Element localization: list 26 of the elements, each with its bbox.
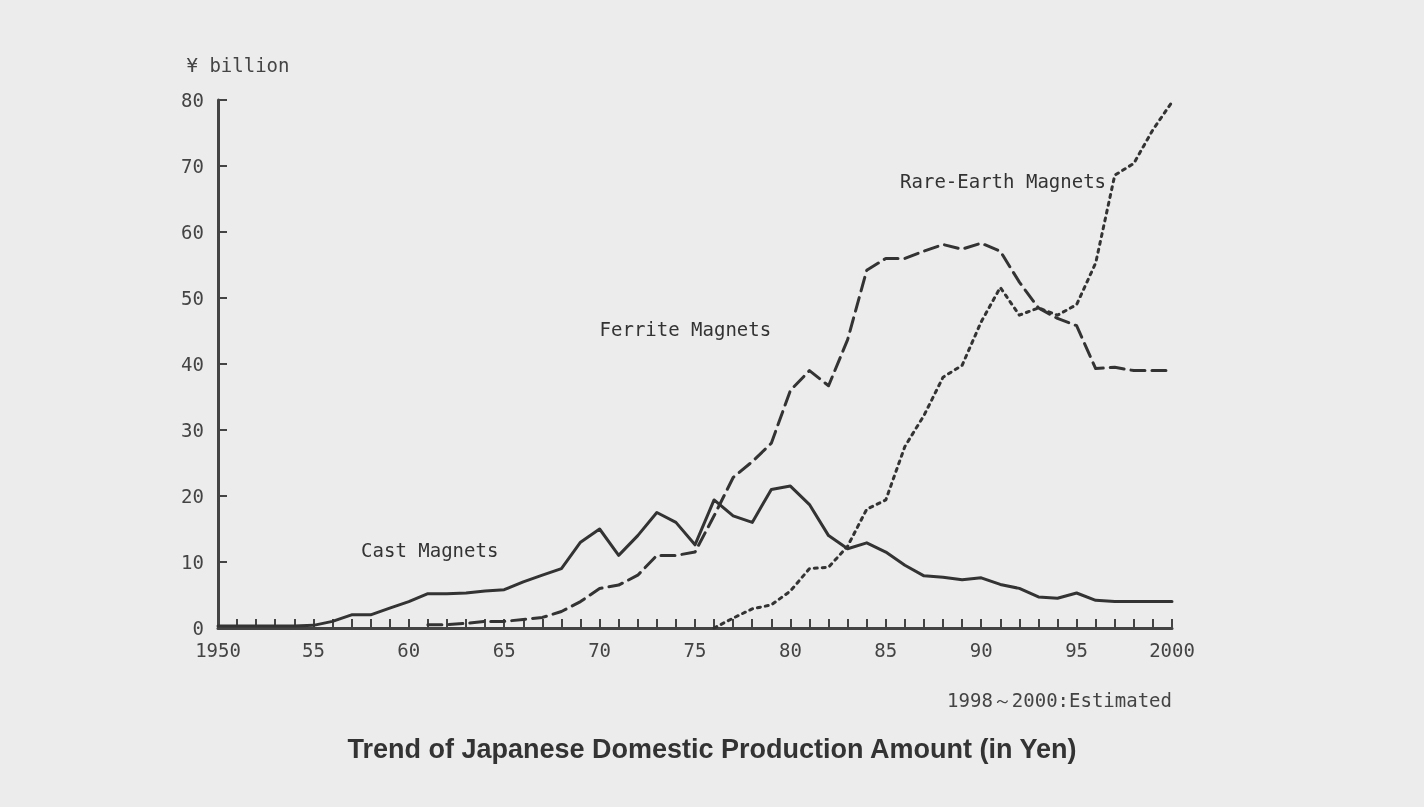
y-tick-label: 20 — [181, 485, 204, 507]
y-tick-label: 70 — [181, 155, 204, 177]
y-tick-label: 10 — [181, 551, 204, 573]
x-tick-label: 1950 — [195, 638, 241, 661]
y-tick-label: 0 — [192, 617, 204, 639]
x-tick-label: 80 — [778, 638, 802, 661]
x-tick-label: 95 — [1065, 638, 1089, 661]
x-tick-label: 90 — [969, 638, 993, 661]
y-tick-label: 80 — [181, 89, 204, 111]
x-tick-label: 2000 — [1149, 638, 1195, 661]
y-tick-label: 30 — [181, 419, 204, 441]
y-tick-label: 50 — [181, 287, 204, 309]
text: Trend of Japanese Domestic Production Amount (in Yen) — [347, 733, 1077, 764]
x-tick-label: 70 — [588, 638, 612, 661]
series-label: Cast Magnets — [361, 539, 499, 562]
x-tick-label: 85 — [874, 638, 898, 661]
x-tick-label: 55 — [301, 638, 325, 661]
text: 1998～2000:Estimated — [947, 688, 1172, 711]
y-tick-label: 60 — [181, 221, 204, 243]
y-axis-title: ¥ billion — [186, 53, 290, 76]
x-tick-label: 60 — [397, 638, 421, 661]
text: Ferrite Magnets — [599, 317, 772, 340]
x-tick-label: 75 — [683, 638, 707, 661]
y-tick-label: 40 — [181, 353, 204, 375]
x-tick-label: 65 — [492, 638, 516, 661]
series-label: Rare-Earth Magnets — [900, 169, 1107, 192]
